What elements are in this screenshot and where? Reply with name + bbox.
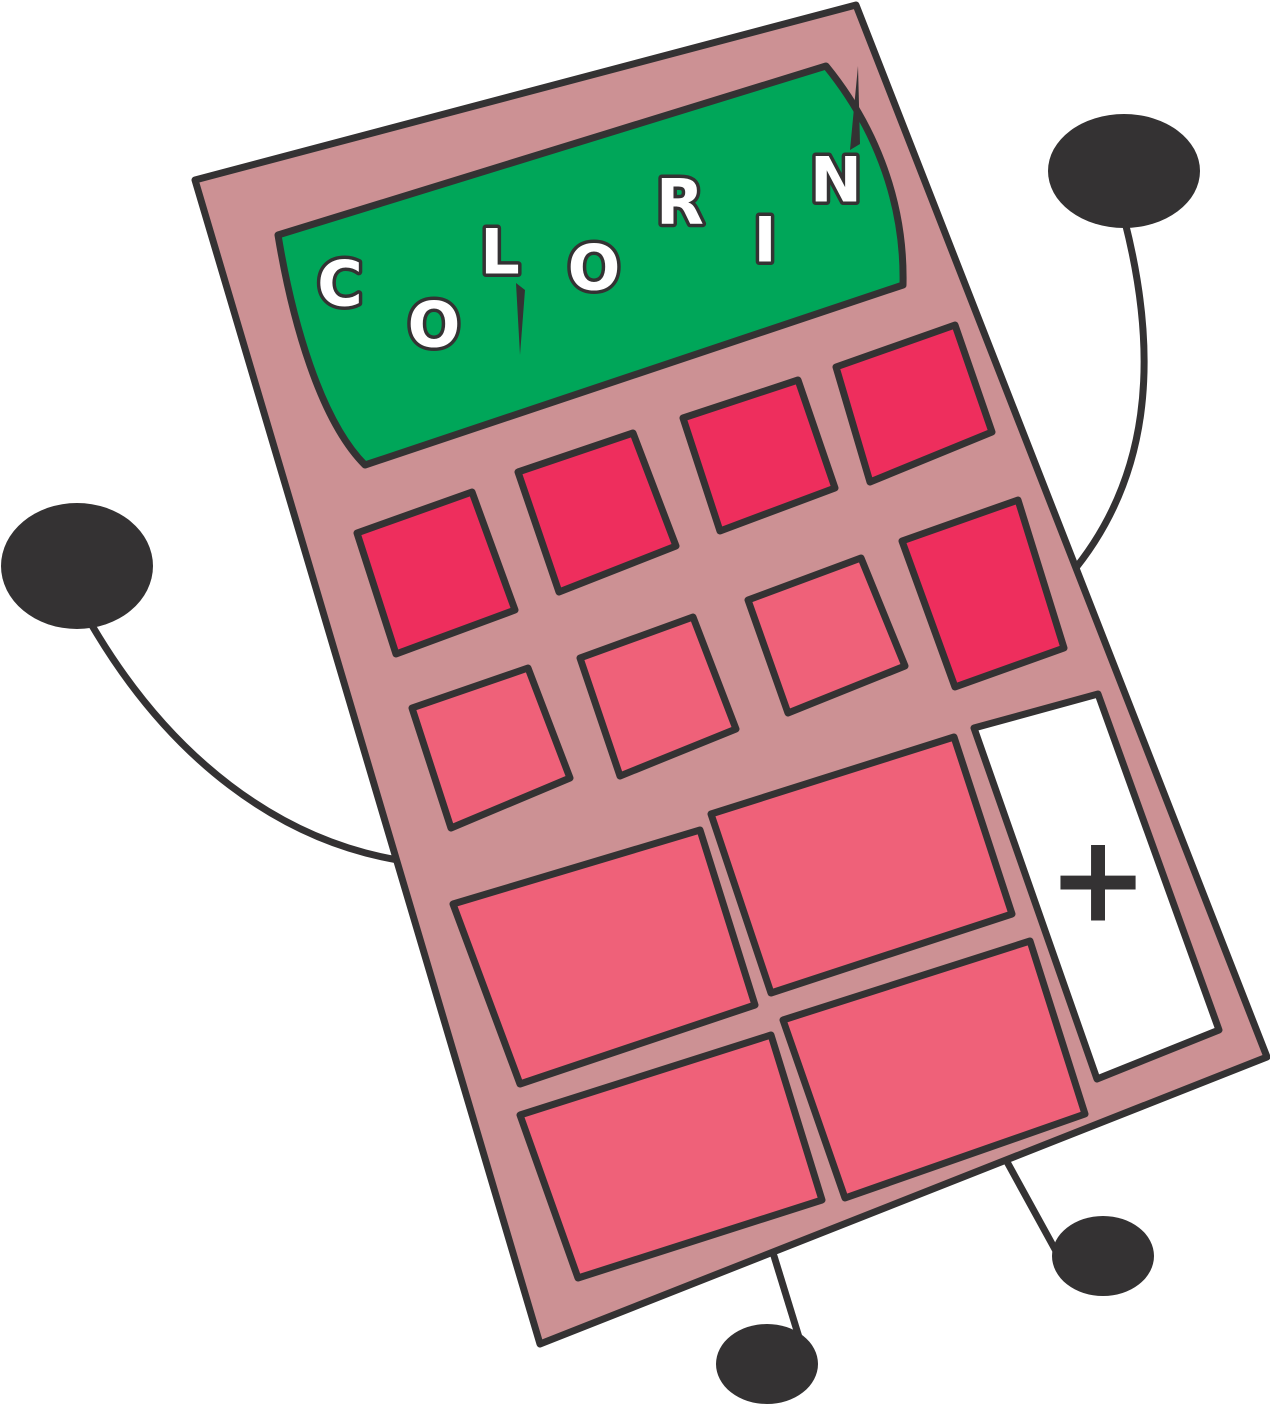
extremities (1, 114, 1200, 1404)
right-hand (1048, 114, 1200, 228)
left-foot (716, 1324, 818, 1404)
sparkle-spike (516, 283, 525, 355)
calculator-key[interactable] (576, 613, 740, 780)
plus-key[interactable] (970, 690, 1223, 1083)
plus-key-label: + (1048, 811, 1149, 950)
calculator-key[interactable] (832, 321, 996, 486)
calculator-key[interactable] (898, 496, 1068, 691)
display-letter: L (480, 216, 520, 289)
calculator-key[interactable] (353, 488, 519, 658)
display-sparkles (516, 66, 860, 355)
display-letter: O (568, 232, 621, 305)
right-arm (1066, 218, 1148, 579)
display-text: C O L O R I N (314, 140, 866, 365)
right-leg (1002, 1156, 1066, 1266)
calculator-key[interactable] (408, 664, 574, 832)
calculator-key[interactable] (679, 376, 839, 535)
calculator-key[interactable] (449, 826, 759, 1088)
right-foot (1052, 1216, 1154, 1296)
display-letter: N (810, 144, 862, 217)
limbs (86, 218, 1148, 1364)
display-letter: I (753, 204, 776, 277)
display-letter: C (317, 248, 363, 321)
calculator-key[interactable] (514, 429, 680, 596)
calculator-key[interactable] (744, 554, 909, 717)
display-letter: O (408, 289, 461, 362)
sparkle-spike (850, 66, 860, 150)
display-letter: R (656, 166, 704, 239)
keypad (353, 321, 1223, 1282)
calculator-key[interactable] (707, 733, 1016, 997)
calculator-key[interactable] (779, 937, 1089, 1202)
left-arm (86, 618, 402, 864)
left-hand (1, 503, 153, 629)
calculator-key[interactable] (516, 1031, 826, 1282)
